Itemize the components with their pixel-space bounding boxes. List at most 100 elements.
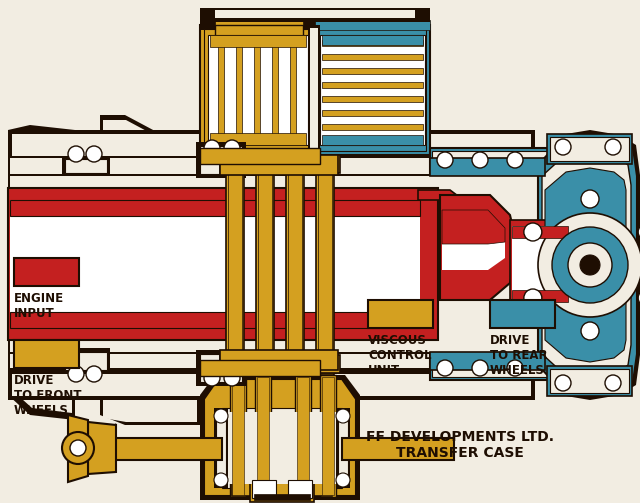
Polygon shape	[68, 415, 88, 482]
Bar	[256, 155, 274, 375]
Bar	[10, 158, 537, 176]
Bar	[65, 159, 107, 173]
Bar	[310, 28, 318, 152]
Text: ENGINE
INPUT: ENGINE INPUT	[14, 292, 64, 320]
Circle shape	[62, 432, 94, 464]
Circle shape	[68, 146, 84, 162]
Bar	[220, 155, 340, 173]
Bar	[232, 476, 332, 496]
Circle shape	[204, 370, 220, 386]
Bar	[220, 355, 340, 373]
Circle shape	[638, 289, 640, 307]
Circle shape	[605, 139, 621, 155]
Polygon shape	[204, 379, 356, 496]
Bar	[286, 155, 304, 375]
Bar	[315, 18, 430, 30]
Circle shape	[507, 360, 523, 376]
Bar	[512, 290, 568, 302]
Bar	[338, 411, 348, 485]
Bar	[254, 494, 310, 500]
Bar	[315, 25, 430, 155]
Polygon shape	[8, 115, 200, 425]
Bar	[550, 369, 629, 393]
Polygon shape	[418, 190, 490, 270]
Bar	[322, 377, 334, 495]
Bar	[368, 300, 433, 328]
Bar	[215, 20, 303, 30]
Bar	[65, 352, 107, 370]
Polygon shape	[110, 424, 116, 472]
Bar	[550, 137, 629, 161]
Bar	[512, 226, 568, 302]
Bar	[110, 438, 222, 460]
Bar	[8, 130, 535, 160]
Circle shape	[224, 140, 240, 156]
Bar	[8, 156, 538, 178]
Bar	[322, 68, 423, 74]
Circle shape	[524, 223, 542, 241]
Bar	[200, 18, 315, 30]
Bar	[432, 151, 548, 173]
Polygon shape	[542, 152, 631, 378]
Circle shape	[336, 473, 350, 487]
Bar	[200, 25, 315, 155]
Bar	[210, 133, 306, 145]
Bar	[12, 134, 531, 156]
Bar	[254, 38, 260, 142]
Bar	[320, 35, 425, 145]
Bar	[10, 312, 420, 328]
Bar	[10, 200, 420, 216]
Bar	[432, 355, 548, 377]
Polygon shape	[12, 120, 197, 422]
Text: DRIVE
TO REAR
WHEELS: DRIVE TO REAR WHEELS	[490, 334, 548, 377]
Circle shape	[214, 473, 228, 487]
Bar	[216, 411, 226, 485]
Bar	[10, 200, 420, 328]
Bar	[14, 258, 79, 286]
Polygon shape	[204, 12, 426, 151]
Polygon shape	[442, 210, 505, 244]
Bar	[12, 374, 531, 396]
Bar	[322, 135, 423, 145]
Bar	[250, 462, 314, 502]
Bar	[257, 377, 269, 495]
Polygon shape	[442, 210, 505, 270]
Bar	[512, 226, 568, 238]
Bar	[230, 375, 246, 497]
Bar	[322, 110, 423, 116]
Polygon shape	[535, 130, 640, 400]
Bar	[8, 348, 538, 370]
Bar	[196, 142, 246, 178]
Polygon shape	[200, 375, 360, 500]
Circle shape	[555, 375, 571, 391]
Circle shape	[336, 409, 350, 423]
Bar	[322, 96, 423, 102]
Circle shape	[70, 440, 86, 456]
Bar	[288, 157, 302, 373]
Bar	[220, 155, 338, 175]
Bar	[252, 480, 276, 498]
Text: VISCOUS
CONTROL
UNIT: VISCOUS CONTROL UNIT	[368, 334, 431, 377]
Text: DRIVE
TO FRONT
WHEELS: DRIVE TO FRONT WHEELS	[14, 374, 81, 417]
Bar	[214, 408, 228, 488]
Bar	[490, 300, 555, 328]
Bar	[204, 29, 311, 151]
Bar	[200, 360, 320, 376]
Circle shape	[204, 140, 220, 156]
Bar	[308, 25, 320, 155]
Bar	[200, 8, 430, 22]
Bar	[218, 38, 224, 142]
Circle shape	[555, 139, 571, 155]
Bar	[255, 375, 271, 497]
Bar	[62, 156, 110, 176]
Bar	[215, 10, 415, 18]
Circle shape	[552, 227, 628, 303]
Bar	[342, 438, 454, 460]
Circle shape	[507, 152, 523, 168]
Circle shape	[214, 409, 228, 423]
Bar	[316, 155, 334, 375]
Bar	[8, 188, 438, 340]
Circle shape	[86, 146, 102, 162]
Bar	[288, 480, 312, 498]
Bar	[196, 350, 246, 386]
